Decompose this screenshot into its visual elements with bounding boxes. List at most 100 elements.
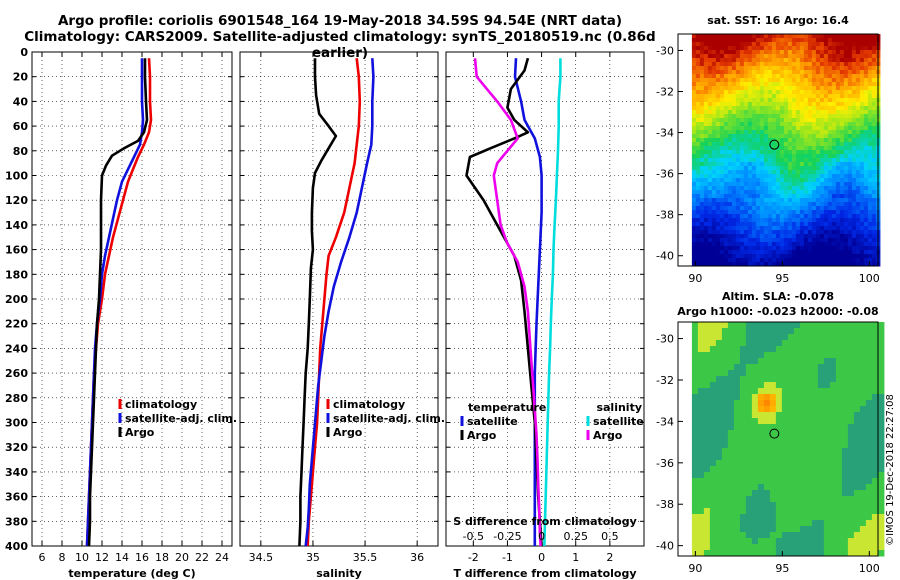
raster-cell bbox=[703, 114, 709, 119]
raster-cell bbox=[747, 66, 753, 71]
raster-cell bbox=[723, 162, 729, 167]
x-tick-label: 95 bbox=[775, 562, 789, 575]
raster-cell bbox=[711, 226, 717, 231]
raster-cell bbox=[823, 258, 829, 263]
raster-cell bbox=[699, 206, 705, 211]
raster-cell bbox=[843, 126, 849, 131]
raster-cell bbox=[851, 174, 857, 179]
raster-cell bbox=[847, 448, 855, 455]
raster-cell bbox=[757, 364, 765, 371]
raster-cell bbox=[763, 322, 771, 329]
raster-cell bbox=[829, 394, 837, 401]
raster-cell bbox=[871, 496, 879, 503]
raster-cell bbox=[871, 532, 879, 539]
raster-cell bbox=[817, 502, 825, 509]
raster-cell bbox=[759, 138, 765, 143]
raster-cell bbox=[827, 54, 833, 59]
raster-cell bbox=[823, 454, 831, 461]
raster-cell bbox=[791, 58, 797, 63]
raster-cell bbox=[827, 230, 833, 235]
raster-cell bbox=[715, 106, 721, 111]
raster-cell bbox=[739, 262, 745, 267]
raster-cell bbox=[775, 154, 781, 159]
raster-cell bbox=[839, 34, 845, 39]
raster-cell bbox=[775, 254, 781, 259]
raster-cell bbox=[841, 340, 849, 347]
raster-cell bbox=[827, 86, 833, 91]
raster-cell bbox=[747, 218, 753, 223]
raster-cell bbox=[827, 202, 833, 207]
raster-cell bbox=[855, 230, 861, 235]
raster-cell bbox=[803, 230, 809, 235]
raster-cell bbox=[839, 202, 845, 207]
raster-cell bbox=[853, 340, 861, 347]
raster-cell bbox=[823, 158, 829, 163]
raster-cell bbox=[755, 82, 761, 87]
raster-cell bbox=[819, 66, 825, 71]
raster-cell bbox=[803, 74, 809, 79]
raster-cell bbox=[743, 102, 749, 107]
raster-cell bbox=[771, 74, 777, 79]
raster-cell bbox=[711, 122, 717, 127]
raster-cell bbox=[815, 118, 821, 123]
raster-cell bbox=[755, 174, 761, 179]
raster-cell bbox=[865, 514, 873, 521]
raster-cell bbox=[823, 50, 829, 55]
raster-cell bbox=[709, 382, 717, 389]
raster-cell bbox=[851, 66, 857, 71]
raster-cell bbox=[781, 454, 789, 461]
raster-cell bbox=[793, 508, 801, 515]
raster-cell bbox=[791, 202, 797, 207]
raster-cell bbox=[877, 430, 885, 437]
raster-cell bbox=[863, 178, 869, 183]
raster-cell bbox=[781, 412, 789, 419]
legend-title-salinity: salinity bbox=[596, 401, 642, 414]
y-tick-label: 340 bbox=[5, 466, 28, 479]
raster-cell bbox=[709, 400, 717, 407]
raster-cell bbox=[867, 74, 873, 79]
raster-cell bbox=[699, 74, 705, 79]
raster-cell bbox=[791, 250, 797, 255]
raster-cell bbox=[743, 262, 749, 267]
raster-cell bbox=[803, 94, 809, 99]
raster-cell bbox=[695, 246, 701, 251]
raster-cell bbox=[709, 544, 717, 551]
raster-cell bbox=[851, 94, 857, 99]
raster-cell bbox=[723, 218, 729, 223]
raster-cell bbox=[791, 66, 797, 71]
raster-cell bbox=[799, 262, 805, 267]
raster-cell bbox=[859, 186, 865, 191]
raster-cell bbox=[763, 178, 769, 183]
raster-cell bbox=[779, 122, 785, 127]
raster-cell bbox=[763, 122, 769, 127]
raster-cell bbox=[859, 102, 865, 107]
raster-cell bbox=[819, 162, 825, 167]
raster-cell bbox=[815, 238, 821, 243]
x-tick-label: 100 bbox=[859, 562, 880, 575]
raster-cell bbox=[691, 202, 697, 207]
raster-cell bbox=[847, 234, 853, 239]
raster-cell bbox=[709, 322, 717, 329]
raster-cell bbox=[779, 246, 785, 251]
raster-cell bbox=[735, 170, 741, 175]
raster-cell bbox=[799, 90, 805, 95]
raster-cell bbox=[865, 424, 873, 431]
raster-cell bbox=[755, 58, 761, 63]
raster-cell bbox=[807, 198, 813, 203]
raster-cell bbox=[743, 178, 749, 183]
raster-cell bbox=[831, 42, 837, 47]
raster-cell bbox=[811, 370, 819, 377]
raster-cell bbox=[851, 242, 857, 247]
raster-cell bbox=[727, 82, 733, 87]
y-tick-label: -36 bbox=[656, 168, 674, 181]
raster-cell bbox=[805, 538, 813, 545]
y-tick-label: -34 bbox=[656, 415, 674, 428]
raster-cell bbox=[735, 230, 741, 235]
raster-cell bbox=[791, 90, 797, 95]
raster-cell bbox=[793, 442, 801, 449]
raster-cell bbox=[865, 346, 873, 353]
raster-cell bbox=[823, 34, 829, 39]
y-tick-label: 400 bbox=[5, 540, 28, 553]
raster-cell bbox=[863, 246, 869, 251]
raster-cell bbox=[805, 496, 813, 503]
